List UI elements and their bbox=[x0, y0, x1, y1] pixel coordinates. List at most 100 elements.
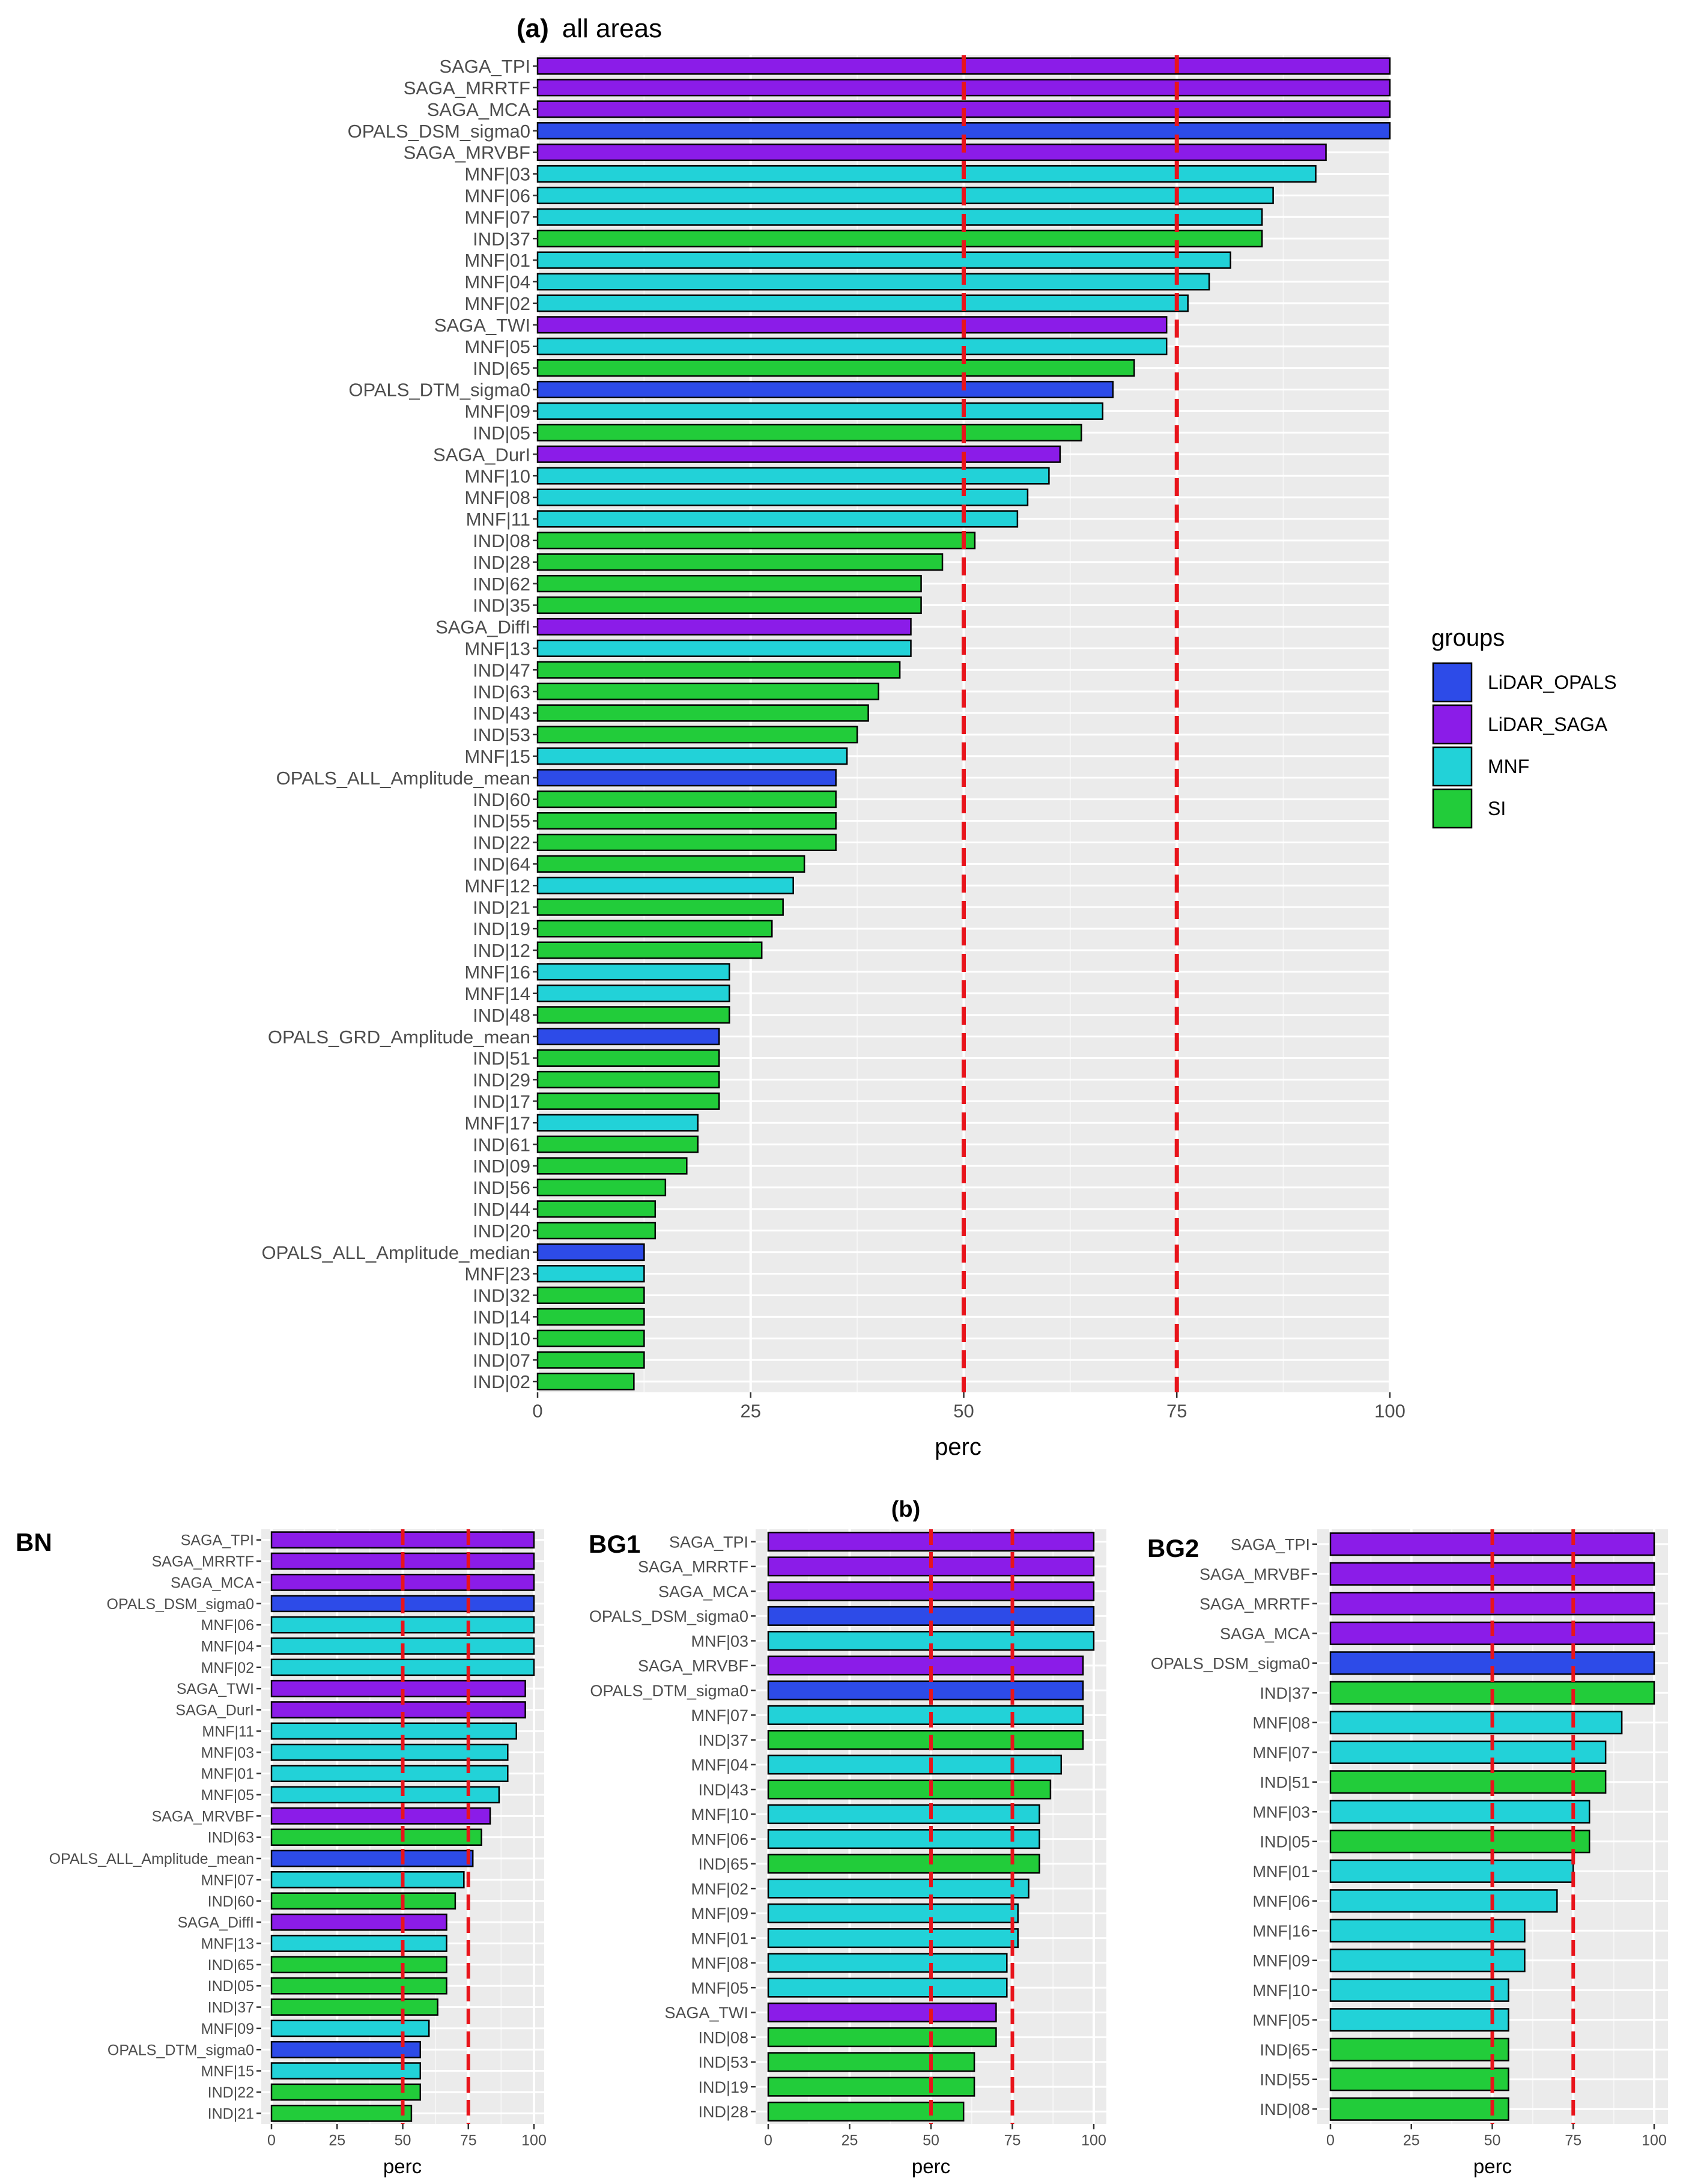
legend-label-lidar-opals: LiDAR_OPALS bbox=[1488, 672, 1617, 693]
bar-ind-07 bbox=[536, 1351, 645, 1369]
x-tick-label-25: 25 bbox=[1403, 2132, 1420, 2149]
bar-ind-48 bbox=[536, 1006, 730, 1024]
bar-mnf-23 bbox=[536, 1264, 645, 1283]
bar-ind-43 bbox=[536, 704, 869, 722]
bar-ind-51 bbox=[1329, 1770, 1607, 1794]
y-tick-label-ind-60: IND|60 bbox=[208, 1893, 254, 1910]
bar-ind-17 bbox=[536, 1092, 720, 1110]
y-tick-label-opals-dsm-sigma0: OPALS_DSM_sigma0 bbox=[348, 121, 530, 142]
y-tick-label-mnf-09: MNF|09 bbox=[1252, 1952, 1310, 1970]
bar-mnf-01 bbox=[1329, 1859, 1574, 1883]
bar-mnf-10 bbox=[536, 467, 1050, 485]
bar-ind-08 bbox=[1329, 2097, 1509, 2121]
bar-mnf-08 bbox=[1329, 1711, 1623, 1735]
y-tick-label-mnf-10: MNF|10 bbox=[1252, 1982, 1310, 2000]
bar-ind-65 bbox=[1329, 2037, 1509, 2061]
bar-ind-19 bbox=[767, 2076, 975, 2097]
y-tick-label-ind-62: IND|62 bbox=[473, 574, 530, 595]
bar-ind-21 bbox=[270, 2104, 413, 2122]
y-tick-label-mnf-12: MNF|12 bbox=[464, 875, 530, 896]
y-tick-label-ind-32: IND|32 bbox=[473, 1285, 530, 1306]
x-tick-label-75: 75 bbox=[1166, 1401, 1187, 1422]
legend-label-mnf: MNF bbox=[1488, 756, 1529, 777]
bar-mnf-15 bbox=[536, 747, 848, 765]
bar-opals-dtm-sigma0 bbox=[270, 2040, 422, 2058]
bar-mnf-01 bbox=[270, 1765, 509, 1782]
y-tick-label-ind-19: IND|19 bbox=[473, 918, 530, 939]
y-tick-label-mnf-07: MNF|07 bbox=[1252, 1744, 1310, 1762]
x-axis-title: perc bbox=[1473, 2155, 1512, 2177]
bar-ind-14 bbox=[536, 1308, 645, 1326]
bar-ind-44 bbox=[536, 1200, 657, 1218]
y-tick-label-ind-37: IND|37 bbox=[473, 228, 530, 249]
y-tick-label-mnf-08: MNF|08 bbox=[464, 487, 530, 508]
bar-ind-22 bbox=[270, 2083, 422, 2101]
figure-label-b: (b) bbox=[891, 1497, 921, 1522]
bar-mnf-01 bbox=[536, 251, 1231, 269]
x-tick-label-50: 50 bbox=[953, 1401, 974, 1422]
bar-mnf-01 bbox=[767, 1928, 1019, 1949]
y-tick-label-mnf-05: MNF|05 bbox=[1252, 2011, 1310, 2029]
bar-mnf-03 bbox=[270, 1743, 509, 1761]
y-tick-label-ind-37: IND|37 bbox=[208, 2000, 254, 2016]
bar-mnf-15 bbox=[270, 2062, 422, 2079]
y-tick-label-ind-51: IND|51 bbox=[1260, 1773, 1310, 1791]
x-tick-label-50: 50 bbox=[923, 2132, 939, 2149]
y-tick-label-mnf-04: MNF|04 bbox=[464, 271, 530, 293]
x-tick-label-50: 50 bbox=[1484, 2132, 1501, 2149]
x-tick-label-100: 100 bbox=[1374, 1401, 1406, 1422]
y-tick-label-ind-09: IND|09 bbox=[473, 1156, 530, 1177]
bar-saga-twi bbox=[767, 2002, 997, 2022]
bar-opals-dtm-sigma0 bbox=[536, 380, 1114, 399]
y-tick-label-mnf-03: MNF|03 bbox=[201, 1744, 254, 1761]
y-tick-label-ind-53: IND|53 bbox=[698, 2054, 748, 2072]
y-tick-label-saga-diffi: SAGA_DiffI bbox=[178, 1914, 254, 1931]
bar-ind-02 bbox=[536, 1373, 635, 1391]
y-tick-label-mnf-09: MNF|09 bbox=[691, 1905, 748, 1923]
bar-mnf-09 bbox=[1329, 1949, 1526, 1973]
x-tick-label-0: 0 bbox=[267, 2132, 276, 2149]
x-tick-label-0: 0 bbox=[764, 2132, 772, 2149]
y-tick-label-mnf-05: MNF|05 bbox=[691, 1979, 748, 1997]
y-tick-label-ind-28: IND|28 bbox=[473, 552, 530, 573]
y-tick-label-saga-mca: SAGA_MCA bbox=[427, 99, 531, 120]
legend-swatch-lidar-opals bbox=[1432, 662, 1473, 703]
y-tick-label-ind-65: IND|65 bbox=[473, 358, 530, 379]
bar-ind-63 bbox=[270, 1828, 482, 1846]
bar-ind-65 bbox=[270, 1956, 447, 1974]
bar-ind-35 bbox=[536, 596, 922, 614]
legend-swatch-mnf bbox=[1432, 746, 1473, 787]
chart-title: BN bbox=[16, 1528, 52, 1556]
bar-ind-61 bbox=[536, 1135, 699, 1153]
x-tick-label-25: 25 bbox=[841, 2132, 858, 2149]
y-tick-label-ind-55: IND|55 bbox=[473, 811, 530, 832]
chart-title: (a) all areas bbox=[517, 14, 662, 43]
bar-opals-grd-amplitude-mean bbox=[536, 1028, 720, 1046]
legend-swatch-lidar-saga bbox=[1432, 704, 1473, 745]
bar-ind-65 bbox=[536, 359, 1135, 377]
x-axis-title: perc bbox=[383, 2155, 422, 2177]
x-tick-label-0: 0 bbox=[532, 1401, 542, 1422]
bar-mnf-11 bbox=[536, 510, 1019, 528]
y-tick-label-saga-mrvbf: SAGA_MRVBF bbox=[1199, 1565, 1310, 1583]
y-tick-label-ind-56: IND|56 bbox=[473, 1177, 530, 1198]
bar-ind-05 bbox=[1329, 1830, 1590, 1854]
bar-ind-37 bbox=[270, 1998, 438, 2016]
y-tick-label-ind-08: IND|08 bbox=[698, 2028, 748, 2046]
bar-ind-08 bbox=[767, 2027, 997, 2048]
bar-mnf-05 bbox=[767, 1977, 1008, 1998]
y-tick-label-saga-mca: SAGA_MCA bbox=[658, 1583, 748, 1601]
bar-ind-10 bbox=[536, 1329, 645, 1347]
bar-ind-51 bbox=[536, 1049, 720, 1067]
bar-mnf-16 bbox=[1329, 1919, 1526, 1943]
y-tick-label-mnf-07: MNF|07 bbox=[201, 1872, 254, 1888]
y-tick-label-saga-twi: SAGA_TWI bbox=[434, 315, 530, 336]
y-tick-label-saga-mrrtf: SAGA_MRRTF bbox=[404, 77, 530, 99]
bar-saga-mrvbf bbox=[767, 1655, 1084, 1676]
bar-saga-duri bbox=[270, 1701, 526, 1718]
x-tick-label-0: 0 bbox=[1326, 2132, 1335, 2149]
y-tick-label-mnf-02: MNF|02 bbox=[201, 1660, 254, 1676]
y-tick-label-saga-mca: SAGA_MCA bbox=[171, 1574, 254, 1591]
chart-bg1: SAGA_TPI SAGA_MRRTF SAGA_MCA OPALS_DSM_sigm… bbox=[589, 1529, 1106, 2177]
bar-ind-28 bbox=[767, 2101, 965, 2122]
